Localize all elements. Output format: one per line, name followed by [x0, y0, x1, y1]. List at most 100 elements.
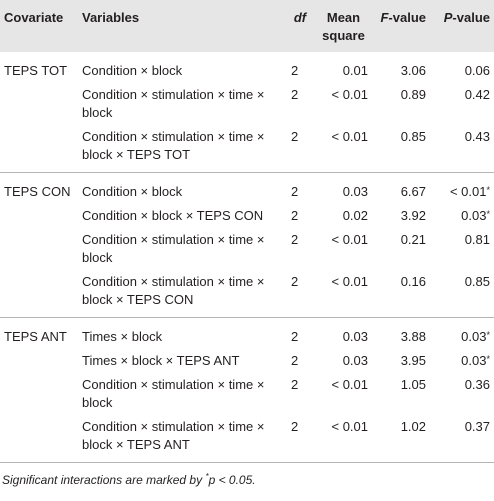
p-value-cell: < 0.01* [430, 172, 494, 205]
f-value-cell: 0.16 [400, 274, 426, 289]
mean-square-cell: < 0.01 [331, 87, 368, 102]
f-value-cell: 3.06 [400, 63, 426, 78]
table-row: Condition × stimulation × time × block 2 <… [0, 374, 494, 416]
p-value-cell: 0.37 [430, 416, 494, 462]
footnote-mark: * [205, 472, 209, 481]
mean-square-cell: < 0.01 [331, 274, 368, 289]
header-mean-square: Mean square [322, 10, 365, 43]
mean-square-cell: < 0.01 [331, 232, 368, 247]
p-value-text: 0.42 [464, 87, 490, 102]
p-value-text: 0.37 [464, 419, 490, 434]
p-value-cell: 0.06 [430, 52, 494, 84]
f-value-cell: 1.05 [400, 377, 426, 392]
p-value-cell: 0.36 [430, 374, 494, 416]
mean-square-cell: < 0.01 [331, 377, 368, 392]
df-cell: 2 [291, 63, 299, 78]
header-df-text: df [293, 10, 307, 25]
df-cell: 2 [291, 419, 299, 434]
p-value-cell: 0.03* [430, 205, 494, 229]
df-cell: 2 [291, 353, 299, 368]
df-cell: 2 [291, 129, 299, 144]
p-value-cell: 0.43 [430, 126, 494, 173]
variables-cell: Condition × stimulation × time × block ×… [82, 419, 265, 452]
variables-cell: Times × block × TEPS ANT [82, 353, 240, 368]
p-value-cell: 0.03* [430, 350, 494, 374]
table-row: TEPS TOT Condition × block 2 0.01 3.06 0.06 [0, 52, 494, 84]
p-value-text: 0.06 [464, 63, 490, 78]
table-row: TEPS ANT Times × block 2 0.03 3.88 0.03* [0, 317, 494, 350]
f-value-cell: 0.21 [400, 232, 426, 247]
f-value-cell: 3.92 [400, 208, 426, 223]
header-covariate: Covariate [4, 10, 64, 25]
p-value-cell: 0.85 [430, 271, 494, 318]
f-value-cell: 6.67 [372, 172, 430, 205]
df-cell: 2 [291, 232, 299, 247]
covariate-cell [0, 416, 78, 462]
table-header: Covariate Variables df Mean square F-val… [0, 0, 494, 52]
footnote: Significant interactions are marked by *… [0, 462, 494, 488]
table-row: TEPS CON Condition × block 2 0.03 6.67 < 0.01… [0, 172, 494, 205]
variables-cell: Condition × stimulation × time × block [82, 377, 265, 410]
table-row: Condition × stimulation × time × block ×… [0, 126, 494, 173]
f-value-cell: 1.02 [400, 419, 426, 434]
significance-marker: * [486, 185, 490, 195]
variables-cell: Condition × block × TEPS CON [82, 208, 264, 223]
header-df: df [285, 0, 315, 52]
table-body: TEPS TOT Condition × block 2 0.01 3.06 0.06 Co… [0, 52, 494, 462]
variables-cell: Condition × block [78, 172, 285, 205]
covariate-cell: TEPS TOT [4, 63, 68, 78]
df-cell: 2 [285, 172, 315, 205]
df-cell: 2 [285, 317, 315, 350]
p-value-cell: 0.03* [430, 317, 494, 350]
header-row: Covariate Variables df Mean square F-val… [0, 0, 494, 52]
variables-cell: Condition × stimulation × time × block ×… [82, 274, 265, 307]
header-f-value: F-value [372, 0, 430, 52]
df-cell: 2 [291, 87, 299, 102]
p-value-text: < 0.01 [449, 184, 487, 199]
mean-square-cell: 0.03 [342, 353, 368, 368]
p-value-text: 0.36 [464, 377, 490, 392]
p-value-text: 0.03 [461, 208, 487, 223]
mean-square-cell: 0.03 [315, 172, 372, 205]
significance-marker: * [486, 354, 490, 364]
table-row: Condition × stimulation × time × block ×… [0, 416, 494, 462]
variables-cell: Condition × stimulation × time × block ×… [82, 129, 265, 162]
header-p-text: P-value [443, 10, 490, 25]
f-value-cell: 3.95 [400, 353, 426, 368]
covariate-cell [0, 229, 78, 271]
variables-cell: Condition × stimulation × time × block [82, 232, 265, 265]
p-value-text: 0.43 [464, 129, 490, 144]
f-value-cell: 0.85 [400, 129, 426, 144]
table-row: Condition × block × TEPS CON 2 0.02 3.92 0.0… [0, 205, 494, 229]
p-value-text: 0.85 [464, 274, 490, 289]
table-row: Condition × stimulation × time × block ×… [0, 271, 494, 318]
f-value-cell: 3.88 [372, 317, 430, 350]
covariate-cell [0, 84, 78, 126]
covariate-cell [0, 271, 78, 318]
table-row: Condition × stimulation × time × block 2 <… [0, 229, 494, 271]
header-p-value: P-value [430, 0, 494, 52]
results-table-container: Covariate Variables df Mean square F-val… [0, 0, 494, 488]
variables-cell: Condition × stimulation × time × block [82, 87, 265, 120]
p-value-text: 0.03 [461, 329, 487, 344]
f-value-cell: 0.89 [400, 87, 426, 102]
significance-marker: * [486, 209, 490, 219]
covariate-cell [0, 350, 78, 374]
covariate-cell: TEPS ANT [0, 317, 78, 350]
header-f-text: F-value [380, 10, 426, 25]
mean-square-cell: < 0.01 [331, 129, 368, 144]
footnote-suffix: p < 0.05. [208, 473, 256, 487]
results-table: Covariate Variables df Mean square F-val… [0, 0, 494, 462]
p-value-text: 0.03 [461, 353, 487, 368]
covariate-cell: TEPS CON [0, 172, 78, 205]
p-value-cell: 0.42 [430, 84, 494, 126]
p-value-cell: 0.81 [430, 229, 494, 271]
mean-square-cell: 0.03 [315, 317, 372, 350]
mean-square-cell: 0.02 [342, 208, 368, 223]
covariate-cell [0, 205, 78, 229]
covariate-cell [0, 126, 78, 173]
significance-marker: * [486, 330, 490, 340]
covariate-cell [0, 374, 78, 416]
table-row: Condition × stimulation × time × block 2 <… [0, 84, 494, 126]
df-cell: 2 [291, 274, 299, 289]
